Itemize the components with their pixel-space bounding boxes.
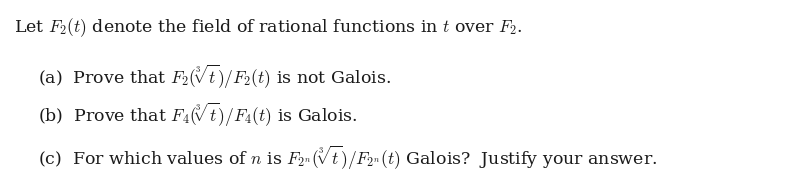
Text: Let $F_2(t)$ denote the field of rational functions in $t$ over $F_2$.: Let $F_2(t)$ denote the field of rationa… [14, 16, 523, 39]
Text: (a)  Prove that $F_2(\sqrt[3]{t})/F_2(t)$ is not Galois.: (a) Prove that $F_2(\sqrt[3]{t})/F_2(t)$… [38, 63, 391, 91]
Text: (b)  Prove that $F_4(\sqrt[3]{t})/F_4(t)$ is Galois.: (b) Prove that $F_4(\sqrt[3]{t})/F_4(t)$… [38, 101, 358, 129]
Text: (c)  For which values of $n$ is $F_{2^n}(\sqrt[3]{t})/F_{2^n}(t)$ Galois?  Justi: (c) For which values of $n$ is $F_{2^n}(… [38, 144, 658, 172]
